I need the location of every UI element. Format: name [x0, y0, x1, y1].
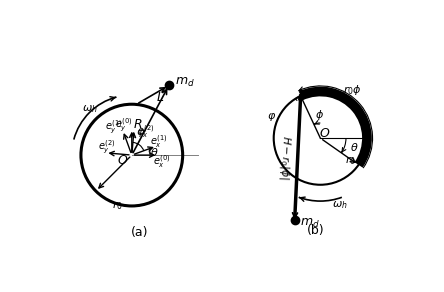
- Text: $\omega_h$: $\omega_h$: [332, 199, 348, 211]
- Text: (b): (b): [307, 224, 325, 237]
- Text: $\varphi$: $\varphi$: [267, 111, 276, 123]
- Text: $e_x^{(2)}$: $e_x^{(2)}$: [137, 124, 154, 140]
- Text: $\theta$: $\theta$: [349, 140, 358, 152]
- Text: $O$: $O$: [118, 154, 129, 167]
- Text: $\phi$: $\phi$: [315, 108, 324, 122]
- Text: $m_d$: $m_d$: [175, 77, 194, 89]
- Text: $\varphi$: $\varphi$: [136, 127, 145, 139]
- Text: $L$: $L$: [156, 91, 164, 104]
- Text: $\theta$: $\theta$: [150, 145, 159, 157]
- Text: $r_0$: $r_0$: [112, 199, 123, 212]
- Text: $e_y^{(0)}$: $e_y^{(0)}$: [115, 117, 133, 134]
- Text: $e_y^{(2)}$: $e_y^{(2)}$: [98, 139, 116, 157]
- Text: $e_x^{(0)}$: $e_x^{(0)}$: [153, 153, 170, 170]
- Text: $R$: $R$: [134, 118, 143, 131]
- Text: (a): (a): [131, 226, 148, 239]
- Text: $\omega_h$: $\omega_h$: [82, 103, 98, 115]
- Text: $e_x^{(1)}$: $e_x^{(1)}$: [151, 133, 168, 150]
- Text: $m_d$: $m_d$: [300, 217, 320, 230]
- Text: $O$: $O$: [319, 127, 331, 140]
- Text: $r_0$: $r_0$: [345, 154, 356, 166]
- Text: $e_y^{(1)}$: $e_y^{(1)}$: [105, 119, 123, 136]
- Text: $r_0\phi$: $r_0\phi$: [343, 83, 362, 97]
- Text: $H-r_0|\phi|$: $H-r_0|\phi|$: [277, 135, 293, 180]
